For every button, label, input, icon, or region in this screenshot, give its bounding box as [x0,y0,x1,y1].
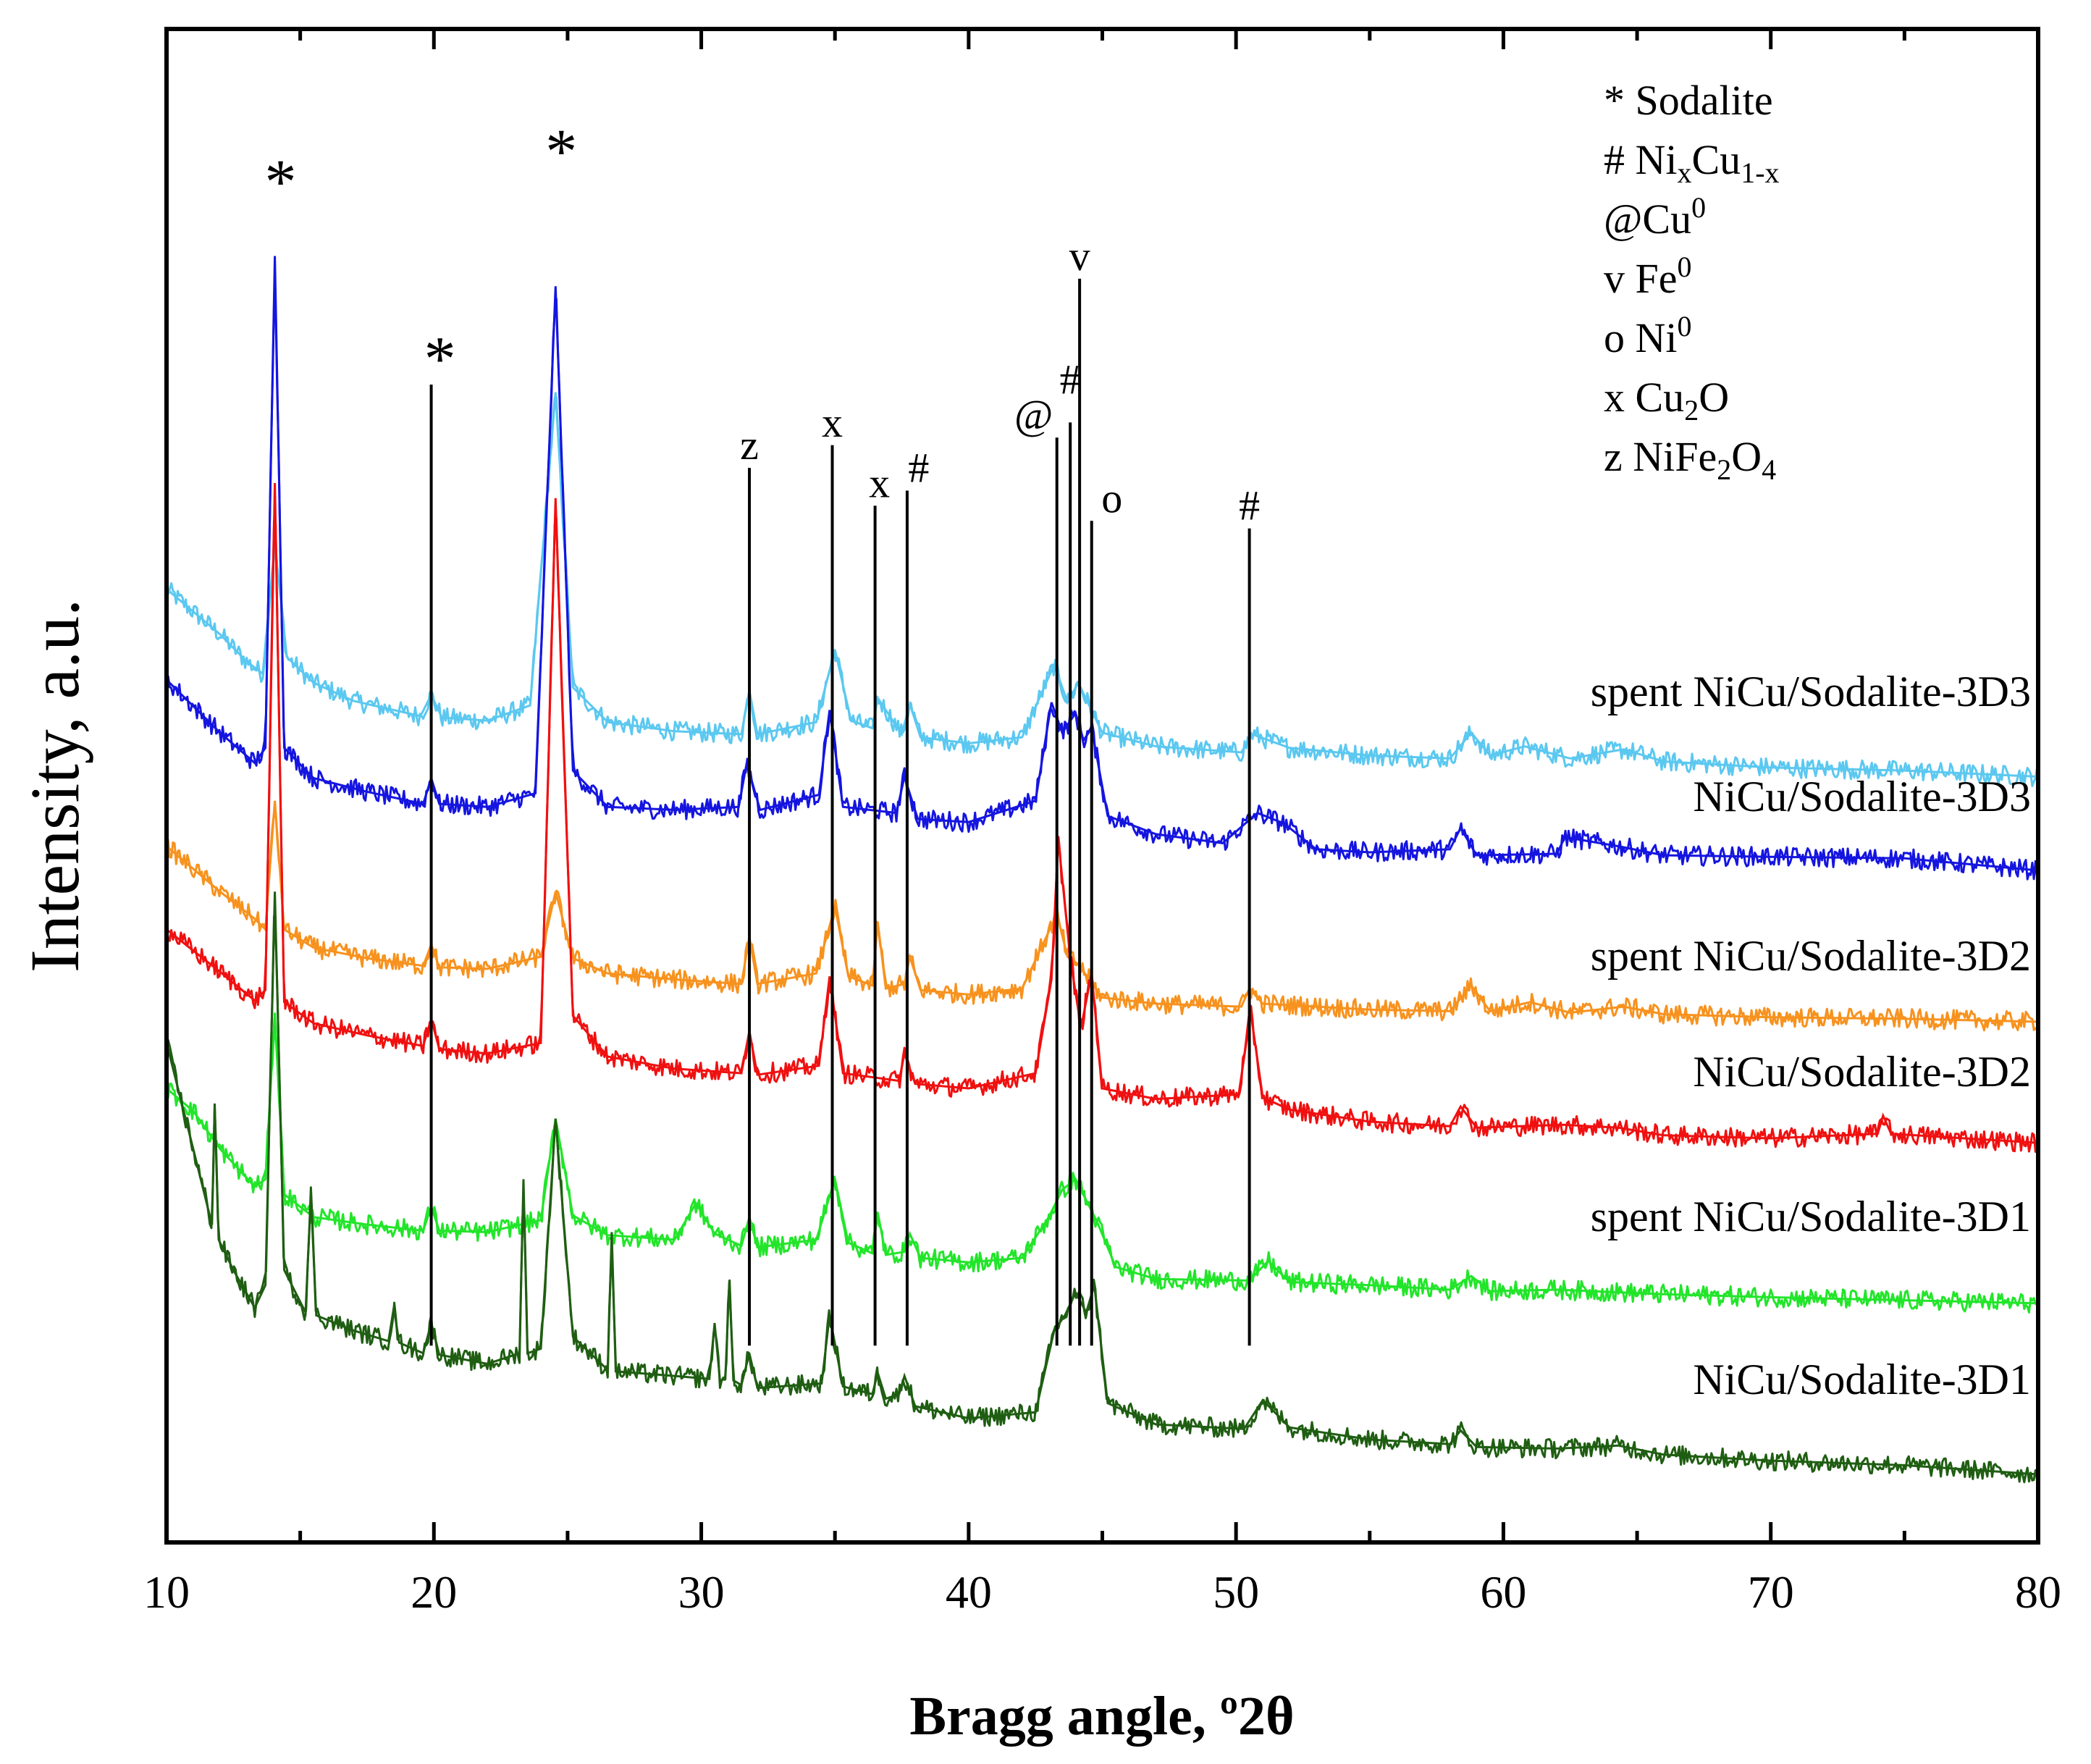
reference-symbol-2: z [740,421,759,469]
series-label-5: spent NiCu/Sodalite-3D1 [1591,1193,2031,1240]
x-tick-label-80: 80 [2015,1566,2061,1618]
series-label-1: spent NiCu/Sodalite-3D3 [1591,668,2031,715]
reference-symbol-7: # [1060,356,1081,403]
series-label-2: NiCu/Sodalite-3D3 [1693,773,2031,820]
legend-entry-1: * Sodalite [1604,77,1773,124]
series-layer [165,256,2039,1484]
x-tick-label-60: 60 [1480,1566,1526,1618]
reference-symbol-8: v [1069,232,1090,280]
series-labels: spent NiCu/Sodalite-3D3 NiCu/Sodalite-3D3… [1591,668,2031,1403]
series-peaks-1 [166,392,2039,778]
series-peaks-5 [166,1012,2039,1305]
series-line-1 [165,395,2038,787]
series-peaks-6 [165,891,2039,1476]
peak-marker-1: * [265,147,297,217]
x-tick-label-30: 30 [678,1566,725,1618]
legend-entry-5: o Ni0 [1604,310,1692,361]
reference-symbol-10: # [1239,482,1260,529]
series-peaks-2 [165,256,2039,872]
x-tick-label-40: 40 [946,1566,992,1618]
reference-symbol-5: # [908,444,929,491]
x-tick-label-20: 20 [411,1566,457,1618]
legend-entry-2: # NixCu1-x [1604,136,1780,189]
reference-symbol-6: @ [1014,391,1053,438]
series-line-5 [165,1028,2038,1314]
y-axis-title: Intensity, a.u. [16,599,93,973]
x-tick-label-70: 70 [1748,1566,1794,1618]
series-label-4: NiCu/Sodalite-3D2 [1693,1048,2031,1096]
series-label-6: NiCu/Sodalite-3D1 [1693,1356,2031,1403]
series-label-3: spent NiCu/Sodalite-3D2 [1591,932,2031,980]
reference-symbol-3: x [822,399,843,446]
legend: * Sodalite # NixCu1-x@Cu0 v Fe0 o Ni0 x Cu2O… [1604,77,1780,486]
peak-marker-2: * [545,117,577,188]
reference-symbol-4: x [869,459,890,506]
reference-lines: *z xx #@#vo #* * [265,117,1260,1346]
x-axis-title: Bragg angle, º2θ [909,1686,1294,1747]
series-peaks-3 [166,800,2039,1023]
reference-symbol-9: o [1101,474,1122,521]
legend-entry-6: x Cu2O [1604,374,1729,427]
x-tick-label-50: 50 [1213,1566,1259,1618]
reference-symbol-1: * [424,324,456,395]
legend-entry-3: @Cu0 [1604,191,1706,243]
series-peaks-4 [166,482,2039,1144]
x-tick-label-10: 10 [143,1566,190,1618]
legend-entry-7: z NiFe2O4 [1604,433,1776,486]
legend-entry-4: v Fe0 [1604,251,1692,302]
x-ticks: 10 20 30 40 50 60 70 80 [143,29,2061,1618]
